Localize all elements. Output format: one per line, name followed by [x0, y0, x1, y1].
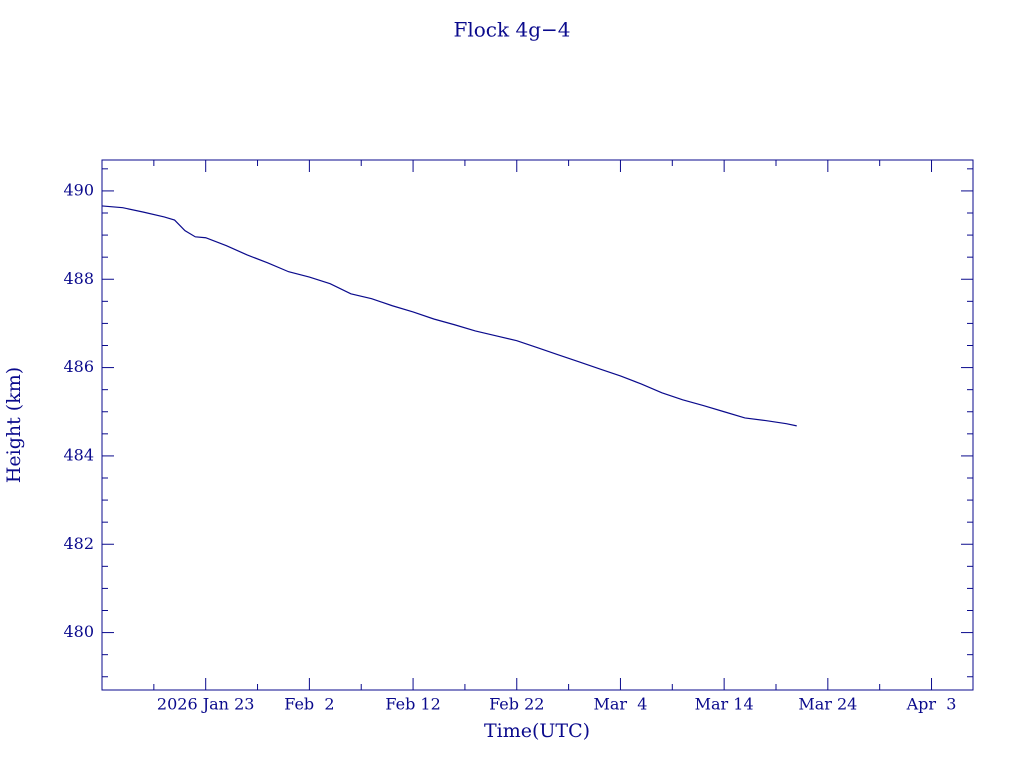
- x-tick-label: Feb 2: [284, 695, 334, 714]
- y-tick-label: 484: [63, 445, 94, 464]
- x-tick-label: Mar 14: [695, 695, 754, 714]
- y-axis-label: Height (km): [3, 367, 25, 483]
- x-tick-label: Apr 3: [906, 695, 957, 714]
- x-tick-label: 2026 Jan 23: [157, 695, 255, 714]
- data-line: [101, 205, 797, 427]
- x-tick-label: Mar 24: [798, 695, 857, 714]
- y-tick-label: 490: [63, 180, 94, 199]
- y-tick-label: 480: [63, 622, 94, 641]
- plot-frame: [101, 159, 974, 691]
- x-tick-label: Feb 12: [385, 695, 440, 714]
- y-tick-label: 482: [63, 534, 94, 553]
- y-tick-label: 488: [63, 269, 94, 288]
- y-tick-label: 486: [63, 357, 94, 376]
- x-axis-label: Time(UTC): [484, 720, 590, 742]
- chart-title: Flock 4g−4: [453, 18, 570, 42]
- x-tick-label: Feb 22: [489, 695, 544, 714]
- x-tick-label: Mar 4: [593, 695, 647, 714]
